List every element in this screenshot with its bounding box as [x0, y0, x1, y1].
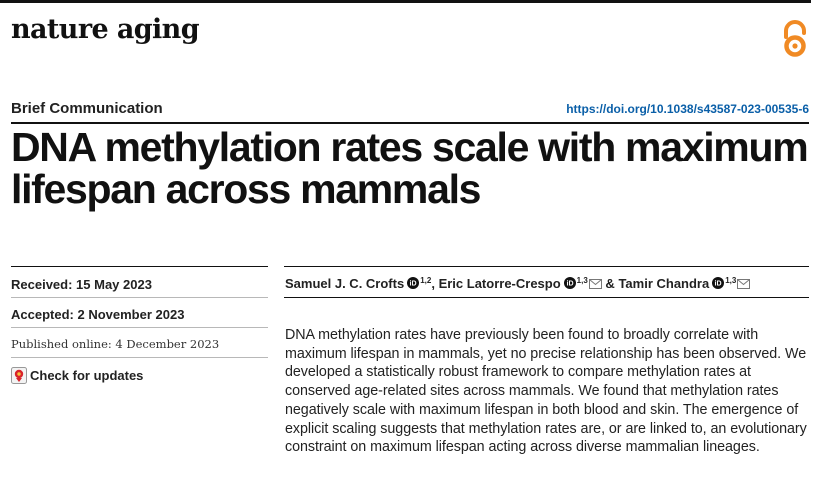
authors-rule: [284, 297, 809, 298]
check-for-updates-button[interactable]: Check for updates: [11, 367, 143, 384]
right-column-rule: [284, 266, 809, 267]
accepted-label: Accepted:: [11, 307, 74, 322]
published-date: Published online: 4 December 2023: [11, 337, 220, 351]
orcid-icon[interactable]: iD: [712, 277, 725, 289]
received-date: Received: 15 May 2023: [11, 278, 152, 291]
journal-name[interactable]: nature aging: [11, 14, 200, 45]
accepted-value: 2 November 2023: [77, 307, 185, 322]
author-affiliation: 1,3: [725, 276, 737, 285]
left-column-rule: [11, 266, 268, 267]
svg-text:iD: iD: [566, 281, 573, 288]
author-affiliation: 1,3: [576, 276, 588, 285]
article-title: DNA methylation rates scale with maximum…: [11, 124, 809, 212]
mail-icon[interactable]: [737, 279, 751, 289]
author-affiliation: 1,2: [420, 276, 432, 285]
orcid-icon[interactable]: iD: [407, 277, 420, 289]
date-divider: [11, 327, 268, 328]
svg-text:iD: iD: [715, 281, 722, 288]
abstract: DNA methylation rates have previously be…: [285, 327, 807, 456]
received-value: 15 May 2023: [76, 277, 152, 292]
author-name[interactable]: Samuel J. C. Crofts: [285, 276, 405, 291]
author-separator: &: [605, 276, 615, 291]
author-name[interactable]: Eric Latorre-Crespo: [438, 276, 561, 291]
author-list: Samuel J. C. Crofts iD 1,2, Eric Latorre-C…: [285, 276, 751, 291]
top-rule: [0, 0, 811, 3]
check-for-updates-icon: [11, 367, 27, 384]
open-access-icon[interactable]: [781, 20, 809, 58]
svg-text:iD: iD: [410, 281, 417, 288]
title-rule: [11, 122, 809, 124]
received-label: Received:: [11, 277, 73, 292]
accepted-date: Accepted: 2 November 2023: [11, 308, 184, 321]
date-divider: [11, 357, 268, 358]
published-value: 4 December 2023: [115, 337, 220, 351]
author-separator: ,: [431, 276, 435, 291]
mail-icon[interactable]: [588, 279, 602, 289]
published-label: Published online:: [11, 337, 112, 351]
check-for-updates-label: Check for updates: [30, 368, 144, 383]
article-type: Brief Communication: [11, 100, 163, 117]
orcid-icon[interactable]: iD: [563, 277, 576, 289]
doi-link[interactable]: https://doi.org/10.1038/s43587-023-00535…: [566, 102, 809, 116]
date-divider: [11, 297, 268, 298]
author-name[interactable]: Tamir Chandra: [618, 276, 710, 291]
